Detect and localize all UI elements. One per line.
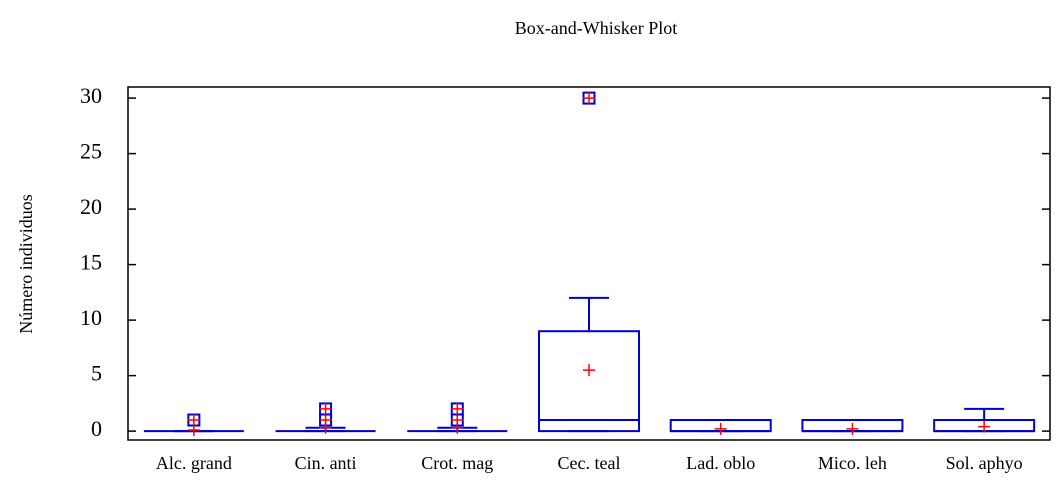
chart-title: Box-and-Whisker Plot: [515, 18, 677, 38]
x-tick-label: Cec. teal: [558, 453, 621, 473]
y-tick-label: 15: [80, 250, 102, 275]
x-tick-label: Cin. anti: [295, 453, 357, 473]
y-tick-label: 0: [91, 416, 102, 441]
y-tick-label: 5: [91, 361, 102, 386]
y-tick-label: 30: [80, 83, 102, 108]
mean-marker: [846, 422, 859, 435]
box: [538, 330, 640, 433]
x-tick-label: Crot. mag: [421, 453, 493, 473]
outlier-cross: [583, 92, 595, 105]
plot-frame: [127, 86, 1051, 441]
mean-marker: [714, 422, 727, 435]
mean-marker: [451, 421, 464, 434]
y-tick-label: 20: [80, 194, 102, 219]
mean-marker: [187, 424, 200, 437]
outlier-cross: [319, 402, 332, 415]
y-tick-label: 10: [80, 305, 102, 330]
y-tick-label: 25: [80, 139, 102, 164]
mean-marker: [583, 364, 595, 377]
outlier-cross: [451, 402, 464, 415]
mean-marker: [978, 420, 991, 433]
x-tick-label: Lad. oblo: [686, 453, 755, 473]
x-tick-label: Mico. leh: [818, 453, 887, 473]
x-tick-label: Alc. grand: [156, 453, 232, 473]
y-axis-label: Número individuos: [16, 194, 36, 334]
mean-marker: [319, 421, 332, 434]
x-tick-label: Sol. aphyo: [946, 453, 1023, 473]
